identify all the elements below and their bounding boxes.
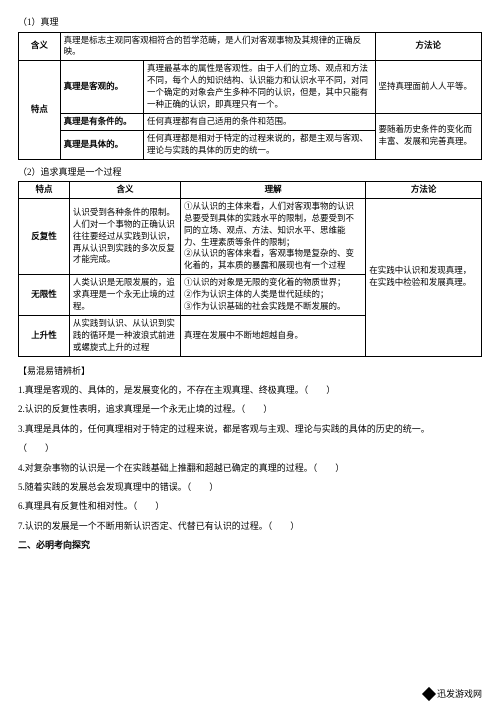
note-2: 2.认识的反复性表明，追求真理是一个永无止境的过程。（ ） — [18, 402, 482, 416]
subtitle: 二、必明考向探究 — [18, 539, 482, 553]
t2-h2: 含义 — [69, 182, 180, 199]
t2-r3a: 上升性 — [19, 315, 70, 356]
t1-r1c3: 方法论 — [375, 32, 482, 61]
note-3: 3.真理是具体的，任何真理相对于特定的过程来说，都是客观与主观、理论与实践的具体… — [18, 422, 482, 436]
t2-r1c: ①从认识的主体来看，人们对客观事物的认识总要受到具体的实践水平的限制，总要受到不… — [181, 198, 366, 274]
t2-r3c: 真理在发展中不断地超越自身。 — [181, 315, 366, 356]
t1-r1c2: 真理是标志主观同客观相符合的哲学范畴，是人们对客观事物及其规律的正确反映。 — [60, 32, 375, 61]
t1-r2a: 真理是客观的。 — [60, 61, 143, 114]
t2-h4: 方法论 — [366, 182, 482, 199]
t1-r2b: 真理最基本的属性是客观性。由于人们的立场、观点和方法不同，每个人的知识结构、认识… — [143, 61, 375, 114]
t2-h3: 理解 — [181, 182, 366, 199]
t1-r1c1: 含义 — [19, 32, 61, 61]
t2-h1: 特点 — [19, 182, 70, 199]
note-5: 5.随着实践的发展总会发现真理中的错误。（ ） — [18, 480, 482, 494]
t1-r2c1: 特点 — [19, 61, 61, 159]
t2-r2c: ①认识的对象是无限的变化着的物质世界； ②作为认识主体的人类是世代延续的； ③作… — [181, 275, 366, 316]
t2-r1b: 认识受到各种条件的限制。人们对一个事物的正确认识往往要经过从实践到认识，再从认识… — [69, 198, 180, 274]
section1-label: （1）真理 — [18, 16, 482, 30]
t2-r1a: 反复性 — [19, 198, 70, 274]
notes-title: 【易混易错辨析】 — [18, 365, 482, 379]
t2-r1d: 在实践中认识和发现真理，在实践中检验和发展真理。 — [366, 198, 482, 356]
t2-r3b: 从实践到认识、从认识到实践的循环是一种波浪式前进或螺旋式上升的过程 — [69, 315, 180, 356]
note-6: 6.真理具有反复性和相对性。（ ） — [18, 499, 482, 513]
note-3b: （ ） — [18, 441, 482, 455]
footer: 迅发游戏网 — [424, 688, 482, 702]
footer-text: 迅发游戏网 — [437, 688, 482, 702]
section2-label: （2）追求真理是一个过程 — [18, 166, 482, 180]
t1-r3a: 真理是有条件的。 — [60, 113, 143, 130]
t1-r3b: 任何真理都有自己适用的条件和范围。 — [143, 113, 375, 130]
note-4: 4.对复杂事物的认识是一个在实践基础上推翻和超越已确定的真理的过程。（ ） — [18, 461, 482, 475]
t1-r3c: 要随着历史条件的变化而丰富、发展和完善真理。 — [375, 113, 482, 159]
t2-r2a: 无限性 — [19, 275, 70, 316]
table-truth: 含义 真理是标志主观同客观相符合的哲学范畴，是人们对客观事物及其规律的正确反映。… — [18, 32, 482, 160]
diamond-icon — [422, 687, 436, 701]
note-7: 7.认识的发展是一个不断用新认识否定、代替已有认识的过程。（ ） — [18, 519, 482, 533]
t1-r4a: 真理是具体的。 — [60, 130, 143, 159]
table-process: 特点 含义 理解 方法论 反复性 认识受到各种条件的限制。人们对一个事物的正确认… — [18, 181, 482, 357]
note-1: 1.真理是客观的、具体的，是发展变化的，不存在主观真理、终极真理。（ ） — [18, 383, 482, 397]
t2-r2b: 人类认识是无限发展的，追求真理是一个永无止境的过程。 — [69, 275, 180, 316]
t1-r2c: 坚持真理面前人人平等。 — [375, 61, 482, 114]
t1-r4b: 任何真理都是相对于特定的过程来说的，都是主观与客观、理论与实践的具体的历史的统一… — [143, 130, 375, 159]
